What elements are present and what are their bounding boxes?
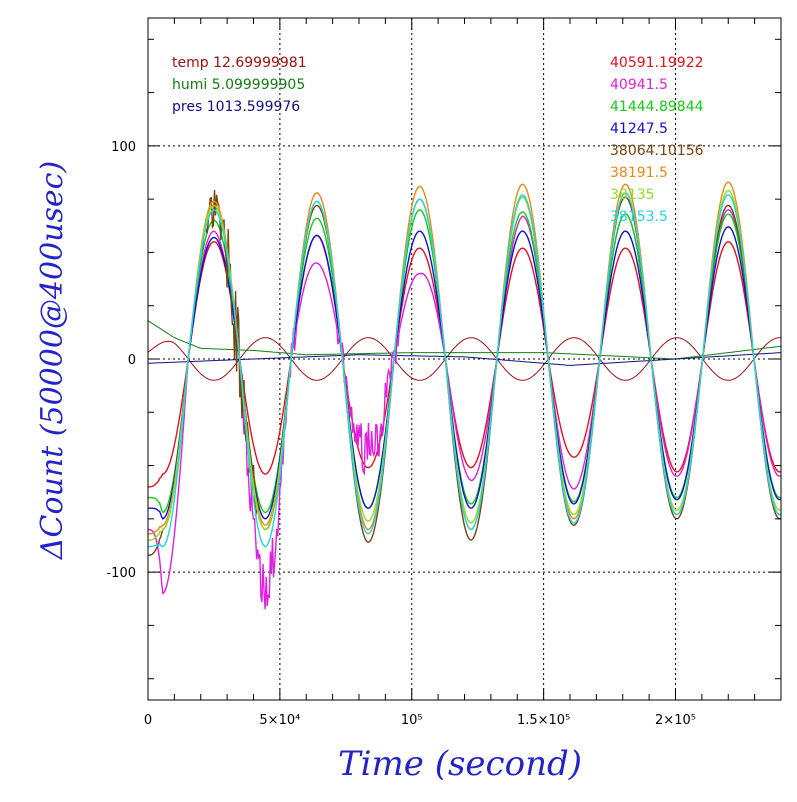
x-tick-label: 1.5×10⁵ (517, 713, 570, 728)
legend-layer: temp 12.69999981 humi 5.099999905 pres 101… (172, 55, 704, 225)
env-series-temp (147, 337, 782, 381)
x-tick-label: 0 (144, 713, 152, 728)
legend-entry: pres 1013.599976 (172, 99, 300, 115)
legend-entry: 41247.5 (610, 121, 668, 137)
series-line (148, 209, 782, 610)
x-axis-title: Time (second) (338, 744, 582, 784)
y-tick-label: 0 (128, 353, 136, 368)
series-line (148, 192, 782, 548)
series-line (148, 189, 782, 556)
legend-entry: 40591.19922 (610, 55, 704, 71)
legend-entry: 40941.5 (610, 77, 668, 93)
y-tick-label: 100 (111, 140, 136, 155)
series-layer (147, 181, 782, 610)
legend-entry: 41444.89844 (610, 99, 704, 115)
legend-entry: 38191.5 (610, 165, 668, 181)
series-line (148, 189, 782, 541)
legend-entry: temp 12.69999981 (172, 55, 307, 71)
series-line (148, 234, 782, 488)
y-tick-label: -100 (106, 566, 136, 581)
legend-entry: 38135 (610, 187, 655, 203)
x-tick-label: 10⁵ (401, 713, 423, 728)
legend-entry: 38153.5 (610, 209, 668, 225)
legend-entry: 38064.10156 (610, 143, 704, 159)
x-tick-label: 5×10⁴ (259, 713, 300, 728)
x-tick-label: 2×10⁵ (655, 713, 696, 728)
env-series-pres (147, 352, 782, 366)
y-axis-title: ΔCount (50000@400usec) (35, 161, 70, 560)
legend-entry: humi 5.099999905 (172, 77, 305, 93)
axis-layer: 0 5×10⁴ 10⁵ 1.5×10⁵ 2×10⁵ 100 0 -100 (106, 17, 782, 728)
